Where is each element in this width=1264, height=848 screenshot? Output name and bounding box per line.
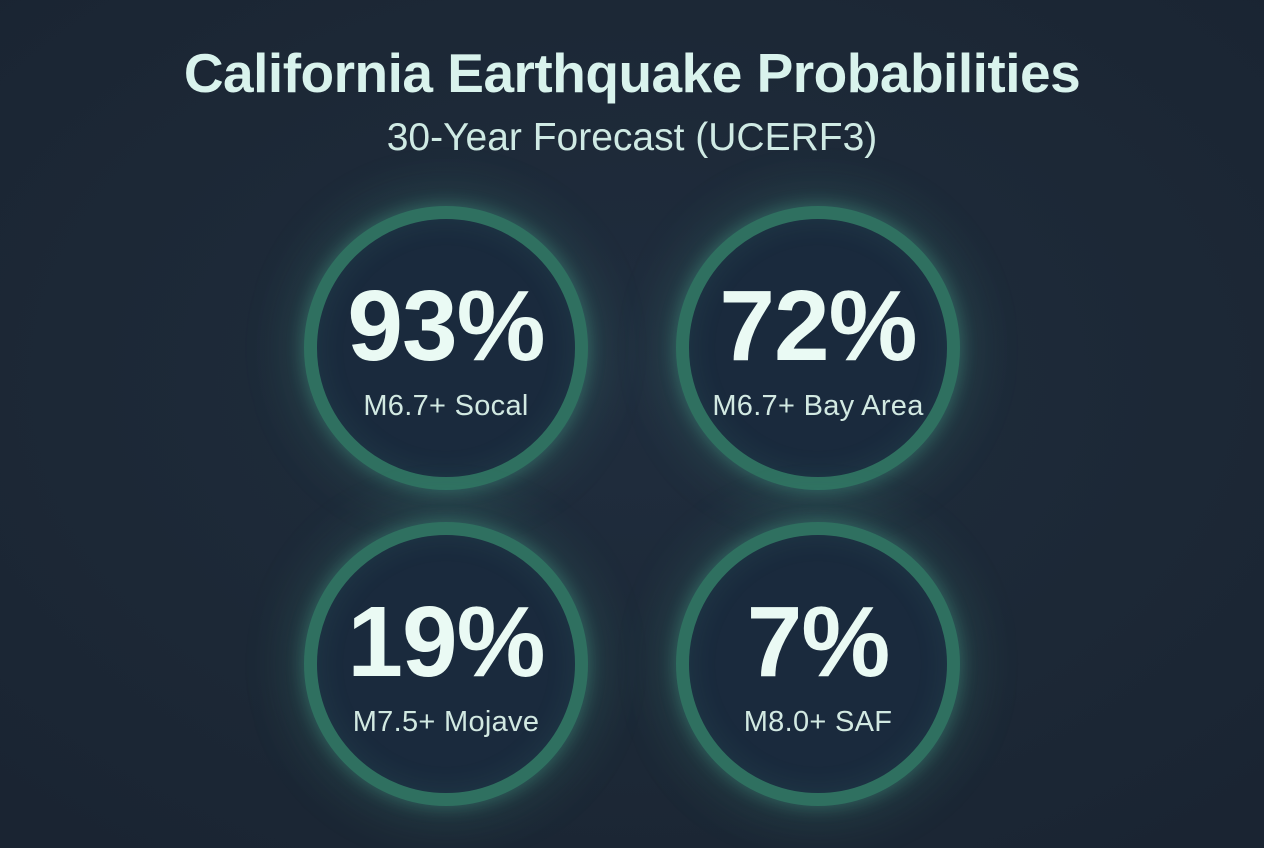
- stat-grid: 93% M6.7+ Socal 72% M6.7+ Bay Area 19% M…: [0, 206, 1264, 807]
- stat-row-top: 93% M6.7+ Socal 72% M6.7+ Bay Area: [304, 206, 960, 491]
- stat-label-saf: M8.0+ SAF: [743, 705, 893, 738]
- stat-label-bay-area: M6.7+ Bay Area: [712, 389, 924, 422]
- stat-label-socal: M6.7+ Socal: [363, 389, 529, 422]
- page-title: California Earthquake Probabilities: [183, 42, 1081, 104]
- stat-value-mojave: 19%: [347, 585, 545, 698]
- stat-value-saf: 7%: [746, 585, 891, 698]
- stat-value-socal: 93%: [347, 269, 545, 382]
- stat-circle-saf: 7% M8.0+ SAF: [676, 522, 960, 807]
- header: California Earthquake Probabilities 30-Y…: [0, 0, 1264, 160]
- stat-row-bottom: 19% M7.5+ Mojave 7% M8.0+ SAF: [304, 522, 960, 807]
- stat-circle-bay-area: 72% M6.7+ Bay Area: [676, 206, 960, 491]
- stat-value-bay-area: 72%: [719, 269, 917, 382]
- stat-circle-socal: 93% M6.7+ Socal: [304, 206, 588, 491]
- stat-circle-mojave: 19% M7.5+ Mojave: [304, 522, 588, 807]
- page-subtitle: 30-Year Forecast (UCERF3): [386, 116, 878, 160]
- stat-label-mojave: M7.5+ Mojave: [352, 705, 540, 738]
